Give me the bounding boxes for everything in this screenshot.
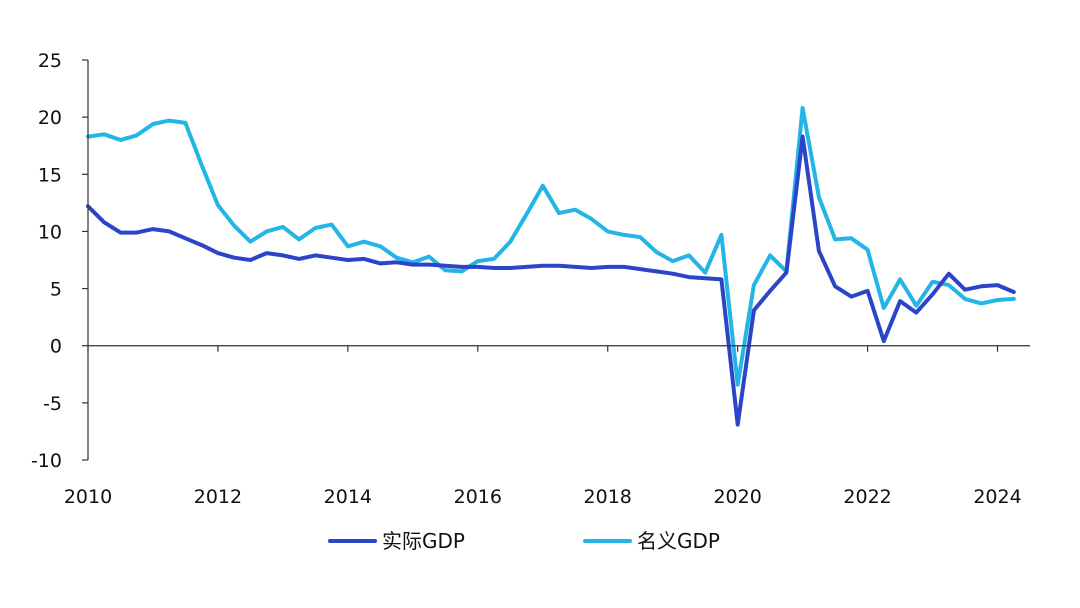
y-tick-label: -5 xyxy=(43,393,62,415)
x-tick-label: 2024 xyxy=(973,486,1021,508)
series-line-nominal-gdp xyxy=(86,106,1016,387)
y-tick-label: 0 xyxy=(50,336,62,358)
series-line-real-gdp xyxy=(86,134,1016,427)
y-tick-label: 15 xyxy=(38,164,62,186)
y-tick-label: 20 xyxy=(38,107,62,129)
x-tick-label: 2022 xyxy=(843,486,891,508)
y-tick-label: -10 xyxy=(31,450,62,472)
x-tick-label: 2016 xyxy=(454,486,502,508)
y-tick-label: 25 xyxy=(38,50,62,72)
axis-layer: -10 -5 0 5 10 15 20 25 2010 2012 2014 2016 2018 2020 2… xyxy=(31,50,1030,508)
x-tick-label: 2010 xyxy=(64,486,112,508)
x-tick-label: 2018 xyxy=(584,486,632,508)
legend: 实际GDP 名义GDP xyxy=(328,529,720,553)
x-tick-label: 2014 xyxy=(324,486,372,508)
legend-nominal-gdp-label: 名义GDP xyxy=(637,529,720,553)
x-tick-label: 2012 xyxy=(194,486,242,508)
y-tick-label: 5 xyxy=(50,279,62,301)
legend-real-gdp-label: 实际GDP xyxy=(382,529,465,553)
x-tick-label: 2020 xyxy=(713,486,761,508)
y-tick-label: 10 xyxy=(38,221,62,243)
series-layer xyxy=(86,106,1016,427)
